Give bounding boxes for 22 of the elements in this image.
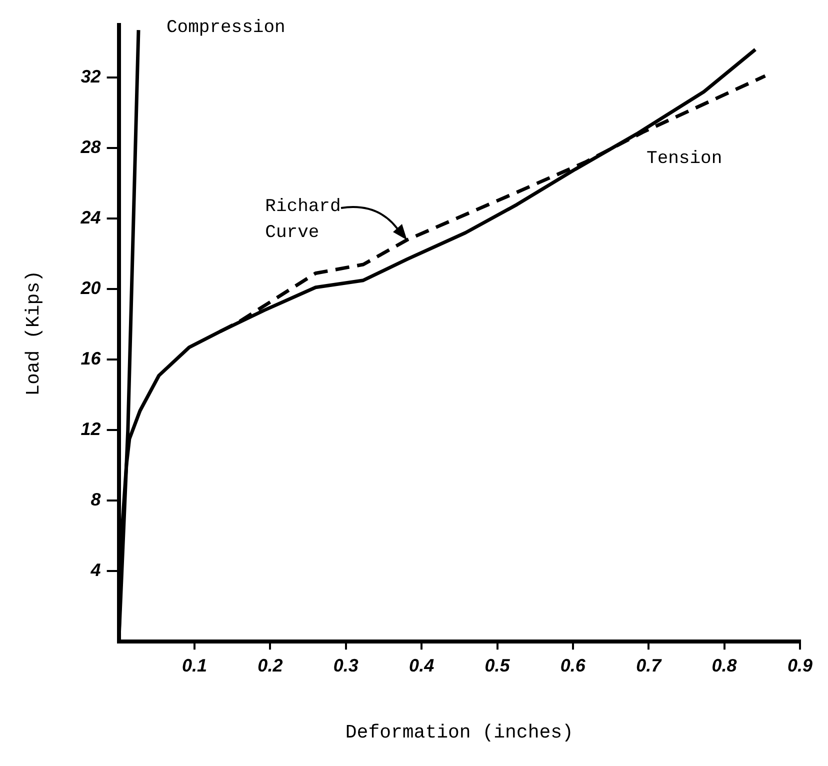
y-tick-label: 32: [80, 66, 101, 87]
x-tick-label: 0.5: [484, 655, 511, 676]
y-tick-label: 28: [80, 137, 101, 158]
annotation: Richard Curve: [265, 196, 342, 245]
x-tick-label: 0.6: [560, 655, 586, 676]
x-tick-label: 0.8: [712, 655, 737, 676]
series-label: Tension: [646, 148, 722, 169]
x-tick-label: 0.4: [409, 655, 434, 676]
x-axis-title: Deformation (inches): [345, 722, 574, 744]
y-axis-title: Load (Kips): [22, 270, 44, 396]
y-tick-label: 20: [80, 278, 101, 298]
y-tick-label: 8: [90, 490, 101, 510]
x-tick-label: 0.2: [258, 655, 283, 676]
x-tick-label: 0.9: [787, 655, 813, 676]
y-tick-label: 16: [80, 348, 102, 369]
y-tick-label: 12: [80, 419, 101, 440]
x-tick-label: 0.1: [182, 655, 208, 676]
y-tick-label: 4: [90, 560, 101, 580]
x-tick-label: 0.3: [333, 655, 358, 676]
y-tick-label: 24: [80, 208, 101, 228]
series-label: Compression: [166, 18, 286, 38]
x-tick-label: 0.7: [636, 655, 662, 676]
